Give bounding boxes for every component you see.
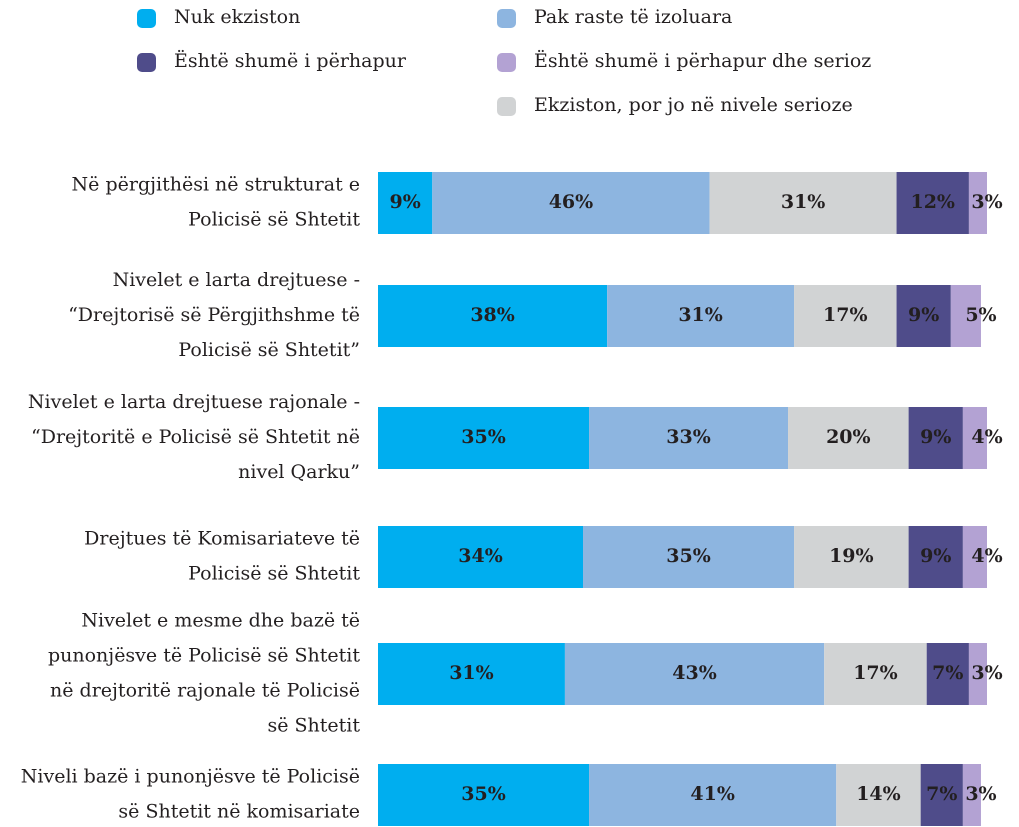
value-label: 31%	[678, 304, 723, 326]
value-label: 19%	[829, 545, 874, 567]
bar-segment	[962, 407, 987, 469]
category-label: në drejtoritë rajonale të Policisë	[50, 680, 360, 702]
category-label: Në përgjithësi në strukturat e	[72, 174, 360, 196]
bar-segment	[794, 526, 909, 588]
category-label: punonjësve të Policisë së Shtetit	[48, 645, 360, 667]
bar-segment	[709, 172, 897, 234]
category-label: nivel Qarku”	[238, 461, 360, 483]
value-label: 9%	[920, 426, 951, 448]
bar-segment	[908, 407, 963, 469]
bar-segment	[378, 764, 590, 826]
value-label: 14%	[856, 783, 901, 805]
value-label: 31%	[449, 662, 494, 684]
bar-segment	[962, 526, 987, 588]
bar-segment	[432, 172, 710, 234]
bar-segment	[836, 764, 921, 826]
value-label: 12%	[910, 191, 955, 213]
value-label: 31%	[781, 191, 826, 213]
bar-segment	[920, 764, 963, 826]
category-label: “Drejtorisë së Përgjithshme të	[68, 304, 360, 326]
legend-label: Pak raste të izoluara	[534, 6, 732, 28]
value-label: 35%	[461, 783, 506, 805]
bar-segment	[378, 407, 590, 469]
category-label: “Drejtoritë e Policisë së Shtetit në	[31, 426, 360, 448]
value-label: 41%	[690, 783, 735, 805]
value-label: 9%	[908, 304, 939, 326]
value-label: 3%	[965, 783, 996, 805]
bar-segment	[378, 285, 608, 347]
category-label: Policisë së Shtetit	[188, 209, 360, 231]
bar-segment	[794, 285, 897, 347]
bar-segment	[378, 172, 433, 234]
value-label: 9%	[920, 545, 951, 567]
bar-segment	[589, 407, 789, 469]
bar-segment	[962, 764, 981, 826]
bar-segment	[908, 526, 963, 588]
bar-segment	[378, 643, 565, 705]
legend-label: Nuk ekziston	[174, 6, 300, 28]
legend-label: Ekziston, por jo në nivele serioze	[534, 94, 853, 116]
value-label: 3%	[971, 662, 1002, 684]
category-label: Nivelet e larta drejtuese -	[113, 269, 360, 291]
value-label: 35%	[461, 426, 506, 448]
bar-segment	[378, 526, 584, 588]
bar-segment	[968, 172, 987, 234]
value-label: 5%	[965, 304, 996, 326]
value-label: 38%	[470, 304, 515, 326]
bar-segment	[788, 407, 909, 469]
value-label: 7%	[926, 783, 957, 805]
category-label: Niveli bazë i punonjësve të Policisë	[21, 766, 360, 788]
legend-swatch	[497, 9, 516, 28]
value-label: 20%	[826, 426, 871, 448]
bar-segment	[607, 285, 795, 347]
legend-swatch	[497, 53, 516, 72]
value-label: 43%	[672, 662, 717, 684]
legend-label: Është shumë i përhapur dhe serioz	[534, 49, 871, 72]
value-label: 35%	[666, 545, 711, 567]
category-label: Nivelet e mesme dhe bazë të	[81, 610, 360, 632]
value-label: 3%	[971, 191, 1002, 213]
category-label: Drejtues të Komisariateve të	[84, 528, 360, 550]
bar-segment	[968, 643, 987, 705]
bar-segment	[896, 172, 969, 234]
category-label: Nivelet e larta drejtuese rajonale -	[28, 391, 360, 413]
category-label: së Shtetit në komisariate	[118, 801, 360, 823]
legend-swatch	[137, 53, 156, 72]
bar-segment	[583, 526, 795, 588]
bar-segment	[926, 643, 969, 705]
legend-swatch	[137, 9, 156, 28]
bar-segment	[589, 764, 837, 826]
legend-label: Është shumë i përhapur	[174, 49, 407, 72]
bar-segment	[896, 285, 951, 347]
bar-segment	[564, 643, 825, 705]
value-label: 34%	[458, 545, 503, 567]
bar-segment	[824, 643, 927, 705]
value-label: 33%	[666, 426, 711, 448]
value-label: 9%	[389, 191, 420, 213]
category-label: Policisë së Shtetit	[188, 563, 360, 585]
value-label: 17%	[823, 304, 868, 326]
bar-segment	[950, 285, 981, 347]
value-label: 4%	[971, 545, 1002, 567]
legend-swatch	[497, 97, 516, 116]
category-label: së Shtetit	[267, 715, 360, 737]
category-label: Policisë së Shtetit”	[178, 339, 360, 361]
value-label: 46%	[549, 191, 594, 213]
value-label: 7%	[932, 662, 963, 684]
value-label: 4%	[971, 426, 1002, 448]
value-label: 17%	[853, 662, 898, 684]
